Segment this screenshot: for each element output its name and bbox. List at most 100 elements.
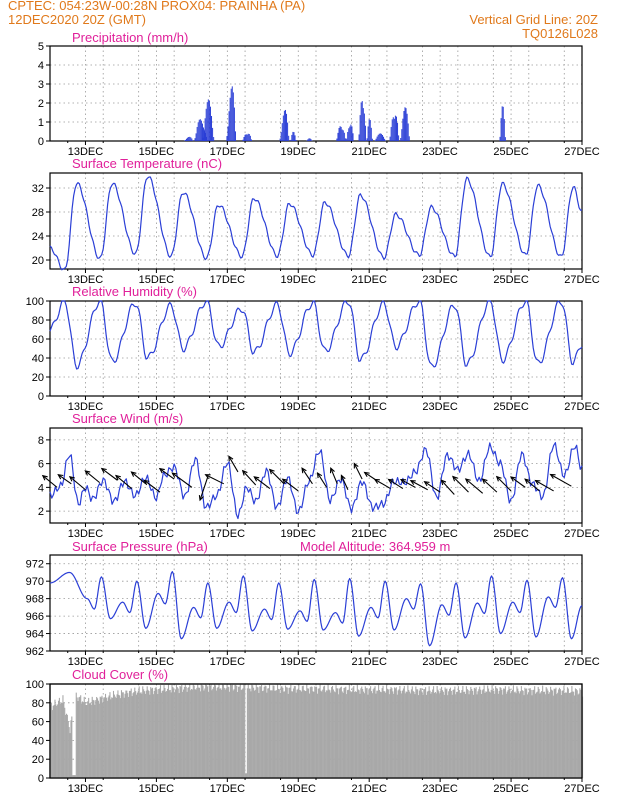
cloud-bar bbox=[134, 687, 136, 778]
cloud-bar bbox=[295, 692, 297, 778]
cloud-bar bbox=[348, 684, 350, 778]
cloud-bar bbox=[261, 691, 263, 778]
cloud-bar bbox=[159, 688, 161, 778]
cloud-bar bbox=[399, 686, 401, 778]
precip-bar bbox=[384, 138, 386, 141]
cloud-bar bbox=[180, 686, 182, 778]
cloud-bar bbox=[412, 690, 414, 778]
cloud-bar bbox=[544, 694, 546, 778]
cloud-bar bbox=[387, 689, 389, 778]
wind-vector bbox=[242, 470, 257, 486]
header-line1: CPTEC: 054:23W-00:28N PROX04: PRAINHA (P… bbox=[8, 0, 306, 13]
precip-bar bbox=[250, 139, 252, 141]
cloud-bar bbox=[290, 684, 292, 778]
cloud-bar bbox=[280, 686, 282, 778]
cloud-bar bbox=[162, 690, 164, 778]
precip-bar bbox=[349, 126, 351, 141]
cloud-bar bbox=[535, 692, 537, 778]
cloud-bar bbox=[558, 687, 561, 778]
cloud-bar bbox=[289, 687, 291, 778]
cloud-bar bbox=[440, 690, 442, 778]
cloud-bar bbox=[406, 692, 408, 778]
cloud-bar bbox=[517, 688, 519, 778]
cloud-bar bbox=[347, 690, 349, 778]
precip-bar bbox=[288, 135, 290, 141]
cloud-bar bbox=[231, 684, 233, 778]
cloud-bar bbox=[376, 690, 378, 778]
cloud-bar bbox=[530, 689, 532, 778]
precip-bar bbox=[286, 113, 288, 141]
x-tick-label: 17DEC bbox=[210, 783, 246, 795]
cloud-bar bbox=[197, 684, 199, 778]
cloud-bar bbox=[157, 694, 159, 778]
cloud-bar bbox=[253, 687, 255, 778]
cloud-bar bbox=[195, 689, 197, 778]
cloud-bar bbox=[446, 688, 448, 778]
cloud-bar bbox=[239, 684, 241, 778]
precip-bar bbox=[397, 122, 399, 141]
cloud-bar bbox=[93, 700, 95, 778]
cloud-bar bbox=[335, 685, 337, 778]
wind-arrowhead bbox=[329, 467, 335, 474]
wind-vector bbox=[510, 476, 526, 488]
x-tick-label: 19DEC bbox=[281, 401, 317, 413]
cloud-bar bbox=[228, 687, 230, 778]
cloud-bar bbox=[419, 688, 421, 778]
cloud-bar bbox=[337, 688, 339, 778]
cloud-bar bbox=[226, 684, 228, 778]
cloud-bar bbox=[234, 684, 236, 778]
y-tick-label: 100 bbox=[26, 679, 44, 691]
precip-bar bbox=[242, 139, 244, 141]
precip-bar bbox=[186, 138, 188, 141]
precip-bar bbox=[283, 110, 285, 141]
cloud-bar bbox=[461, 689, 463, 778]
cloud-bar bbox=[349, 690, 351, 778]
cloud-bar bbox=[487, 685, 489, 778]
wind-vector bbox=[535, 480, 554, 492]
cloud-bar bbox=[100, 697, 102, 778]
precip-bar bbox=[346, 138, 348, 141]
x-tick-label: 27DEC bbox=[564, 783, 600, 795]
cloud-bar bbox=[514, 691, 516, 778]
precip-bar bbox=[248, 134, 250, 141]
cloud-bar bbox=[373, 687, 375, 778]
x-tick-label: 27DEC bbox=[564, 146, 600, 158]
cloud-bar bbox=[463, 691, 465, 778]
panel-subtitle: Model Altitude: 364.959 m bbox=[300, 539, 450, 554]
cloud-bar bbox=[438, 691, 440, 778]
wind-vector bbox=[482, 478, 498, 493]
cloud-bar bbox=[497, 693, 499, 778]
y-tick-label: 8 bbox=[38, 435, 44, 447]
precip-bar bbox=[385, 140, 387, 141]
cloud-bar bbox=[566, 692, 568, 778]
precip-bar bbox=[350, 124, 352, 141]
wind-arrowhead bbox=[228, 455, 234, 462]
cloud-bar bbox=[266, 692, 268, 778]
cloud-bar bbox=[200, 684, 202, 778]
wind-arrowhead bbox=[495, 475, 502, 482]
precip-bar bbox=[351, 126, 353, 141]
cloud-bar bbox=[569, 693, 571, 778]
precip-bar bbox=[290, 139, 292, 141]
cloud-bar bbox=[80, 695, 82, 778]
precip-bar bbox=[369, 120, 371, 141]
cloud-bar bbox=[128, 696, 130, 778]
cloud-bar bbox=[456, 691, 458, 778]
precip-bar bbox=[504, 137, 506, 141]
cloud-bar bbox=[305, 691, 307, 778]
cloud-bar bbox=[424, 689, 426, 778]
y-tick-label: 0 bbox=[38, 136, 44, 148]
cloud-bar bbox=[204, 688, 206, 778]
cloud-bar bbox=[472, 694, 475, 778]
cloud-bar bbox=[342, 692, 344, 778]
temperature-line bbox=[49, 176, 583, 271]
cloud-bar bbox=[84, 702, 86, 778]
cloud-bar bbox=[212, 688, 214, 778]
y-tick-label: 970 bbox=[26, 576, 44, 588]
precip-bar bbox=[229, 97, 231, 141]
cloud-bar bbox=[454, 686, 456, 778]
cloud-bar bbox=[94, 704, 96, 778]
cloud-bar bbox=[78, 697, 80, 778]
y-tick-label: 4 bbox=[38, 60, 44, 72]
cloud-bar bbox=[245, 773, 248, 778]
